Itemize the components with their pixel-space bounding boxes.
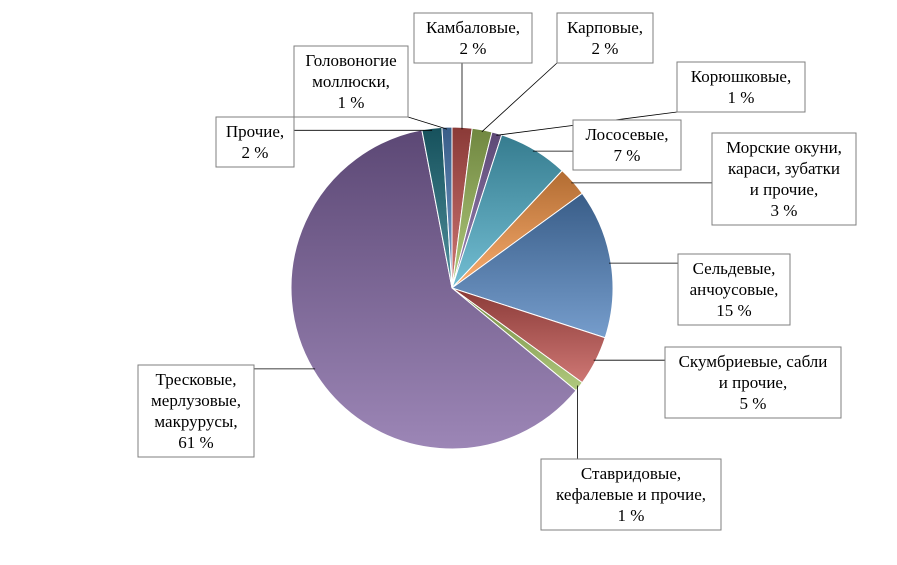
data-label-головоногие-моллюски: Головоногие моллюски, 1 %	[293, 45, 409, 118]
data-label-box	[677, 253, 791, 326]
data-label-text: 2 %	[592, 39, 619, 58]
data-label-box	[540, 458, 722, 531]
data-label-text: Тресковые,	[156, 370, 237, 389]
data-label-box	[676, 61, 806, 113]
leader-line-карповые	[481, 62, 558, 133]
data-label-text: макрурусы,	[154, 412, 237, 431]
data-label-text: караси, зубатки	[728, 159, 840, 178]
data-label-карповые: Карповые, 2 %	[556, 12, 654, 64]
data-label-text: Скумбриевые, сабли	[679, 352, 828, 371]
data-label-text: и прочие,	[719, 373, 787, 392]
data-label-text: 1 %	[728, 88, 755, 107]
data-label-скумбриевые-сабли-и-прочие: Скумбриевые, сабли и прочие, 5 %	[664, 346, 842, 419]
data-label-text: мерлузовые,	[151, 391, 241, 410]
data-label-корюшковые: Корюшковые, 1 %	[676, 61, 806, 113]
data-label-тресковые-мерлузовые-макрурусы: Тресковые, мерлузовые, макрурусы, 61 %	[137, 364, 255, 458]
data-label-text: 1 %	[338, 93, 365, 112]
data-label-text: Ставридовые,	[581, 464, 681, 483]
data-label-text: Прочие,	[226, 122, 284, 141]
data-label-ставридовые-кефалевые-и-прочие: Ставридовые, кефалевые и прочие, 1 %	[540, 458, 722, 531]
data-labels: Камбаловые, 2 % Карповые, 2 % Корюшковые, 1 %…	[137, 12, 857, 531]
data-label-box	[711, 132, 857, 226]
data-label-box	[413, 12, 533, 64]
data-label-text: Головоногие	[305, 51, 396, 70]
data-label-text: 3 %	[771, 201, 798, 220]
data-label-text: моллюски,	[312, 72, 390, 91]
data-label-text: и прочие,	[750, 180, 818, 199]
pie-slices	[290, 126, 614, 450]
data-label-text: Морские окуни,	[726, 138, 842, 157]
data-label-text: Лососевые,	[585, 125, 668, 144]
data-label-text: Камбаловые,	[426, 18, 520, 37]
data-label-text: 7 %	[614, 146, 641, 165]
data-label-text: 15 %	[716, 301, 751, 320]
data-label-box	[556, 12, 654, 64]
data-label-text: анчоусовые,	[690, 280, 779, 299]
pie-slice-тресковые-мерлузовые-макрурусы	[290, 129, 577, 450]
data-label-text: Сельдевые,	[693, 259, 776, 278]
data-label-text: 5 %	[740, 394, 767, 413]
leader-line-головоногие-моллюски	[407, 116, 448, 130]
data-label-box	[293, 45, 409, 118]
data-label-сельдевые-анчоусовые: Сельдевые, анчоусовые, 15 %	[677, 253, 791, 326]
data-label-text: 2 %	[460, 39, 487, 58]
data-label-камбаловые: Камбаловые, 2 %	[413, 12, 533, 64]
data-label-прочие: Прочие, 2 %	[215, 116, 295, 168]
data-label-box	[572, 119, 682, 171]
data-label-text: 61 %	[178, 433, 213, 452]
data-label-box	[137, 364, 255, 458]
data-label-text: Корюшковые,	[691, 67, 791, 86]
data-label-text: кефалевые и прочие,	[556, 485, 706, 504]
data-label-text: 1 %	[618, 506, 645, 525]
data-label-box	[664, 346, 842, 419]
data-label-text: 2 %	[242, 143, 269, 162]
data-label-text: Карповые,	[567, 18, 643, 37]
data-label-box	[215, 116, 295, 168]
data-label-лососевые: Лососевые, 7 %	[572, 119, 682, 171]
label-leader-lines	[254, 62, 712, 459]
data-label-морские-окуни-караси-зубатки-и-прочие: Морские окуни, караси, зубатки и прочие, 3 …	[711, 132, 857, 226]
